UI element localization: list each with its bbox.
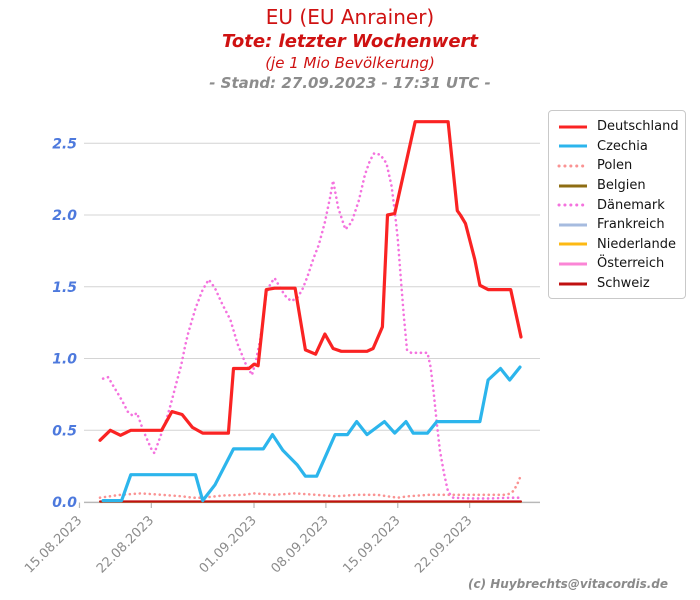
series-line-dänemark	[101, 152, 523, 500]
x-tick-label: 08.09.2023	[268, 513, 331, 576]
y-tick-label: 1.5	[52, 280, 77, 296]
legend-swatch-dänemark	[557, 200, 589, 210]
legend-swatch-schweiz	[557, 279, 589, 289]
legend-label-schweiz: Schweiz	[597, 276, 650, 292]
legend-label-österreich: Österreich	[597, 256, 665, 272]
legend-label-dänemark: Dänemark	[597, 197, 665, 213]
legend-item-frankreich: Frankreich	[557, 215, 677, 235]
series-line-deutschland	[98, 120, 523, 442]
legend-label-frankreich: Frankreich	[597, 217, 665, 233]
legend-label-niederlande: Niederlande	[597, 236, 676, 252]
legend-swatch-frankreich	[557, 220, 589, 230]
title-block: EU (EU Anrainer) Tote: letzter Wochenwer…	[0, 4, 700, 93]
legend-item-schweiz: Schweiz	[557, 274, 677, 294]
legend-item-deutschland: Deutschland	[557, 117, 679, 137]
chart-title: EU (EU Anrainer)	[265, 5, 435, 29]
x-tick-label: 01.09.2023	[197, 513, 260, 576]
legend-swatch-niederlande	[557, 239, 589, 249]
legend-swatch-czechia	[557, 141, 589, 151]
legend-swatch-belgien	[557, 181, 589, 191]
legend-swatch-polen	[557, 161, 589, 171]
legend-label-belgien: Belgien	[597, 178, 646, 194]
legend-label-polen: Polen	[597, 158, 633, 174]
legend-label-czechia: Czechia	[597, 138, 648, 154]
x-tick-label: 15.08.2023	[22, 513, 85, 576]
legend-item-dänemark: Dänemark	[557, 195, 677, 215]
y-tick-label: 1.0	[52, 352, 77, 368]
legend-item-czechia: Czechia	[557, 137, 677, 157]
legend-item-österreich: Österreich	[557, 254, 677, 274]
chart-stand-line: - Stand: 27.09.2023 - 17:31 UTC -	[209, 74, 491, 92]
legend-label-deutschland: Deutschland	[597, 119, 679, 135]
legend-swatch-österreich	[557, 259, 589, 269]
y-tick-label: 0.0	[52, 495, 77, 511]
y-tick-label: 2.5	[52, 136, 77, 152]
series-line-polen	[98, 473, 523, 500]
x-tick-label: 15.09.2023	[340, 513, 403, 576]
legend-box: Deutschland Czechia Polen Belgien Dänemark Fr…	[548, 110, 686, 300]
legend-item-belgien: Belgien	[557, 176, 677, 196]
x-tick-label: 22.08.2023	[94, 513, 157, 576]
y-tick-label: 2.0	[52, 208, 77, 224]
legend-item-polen: Polen	[557, 156, 677, 176]
x-tick-label: 22.09.2023	[412, 513, 475, 576]
legend-item-niederlande: Niederlande	[557, 235, 677, 255]
footer-credit: (c) Huybrechts@vitacordis.de	[467, 577, 668, 591]
legend-swatch-deutschland	[557, 122, 589, 132]
chart-subtitle: Tote: letzter Wochenwert	[221, 31, 479, 52]
chart-note: (je 1 Mio Bevölkerung)	[265, 54, 435, 72]
series-line-czechia	[101, 365, 522, 503]
y-tick-label: 0.5	[52, 423, 77, 439]
